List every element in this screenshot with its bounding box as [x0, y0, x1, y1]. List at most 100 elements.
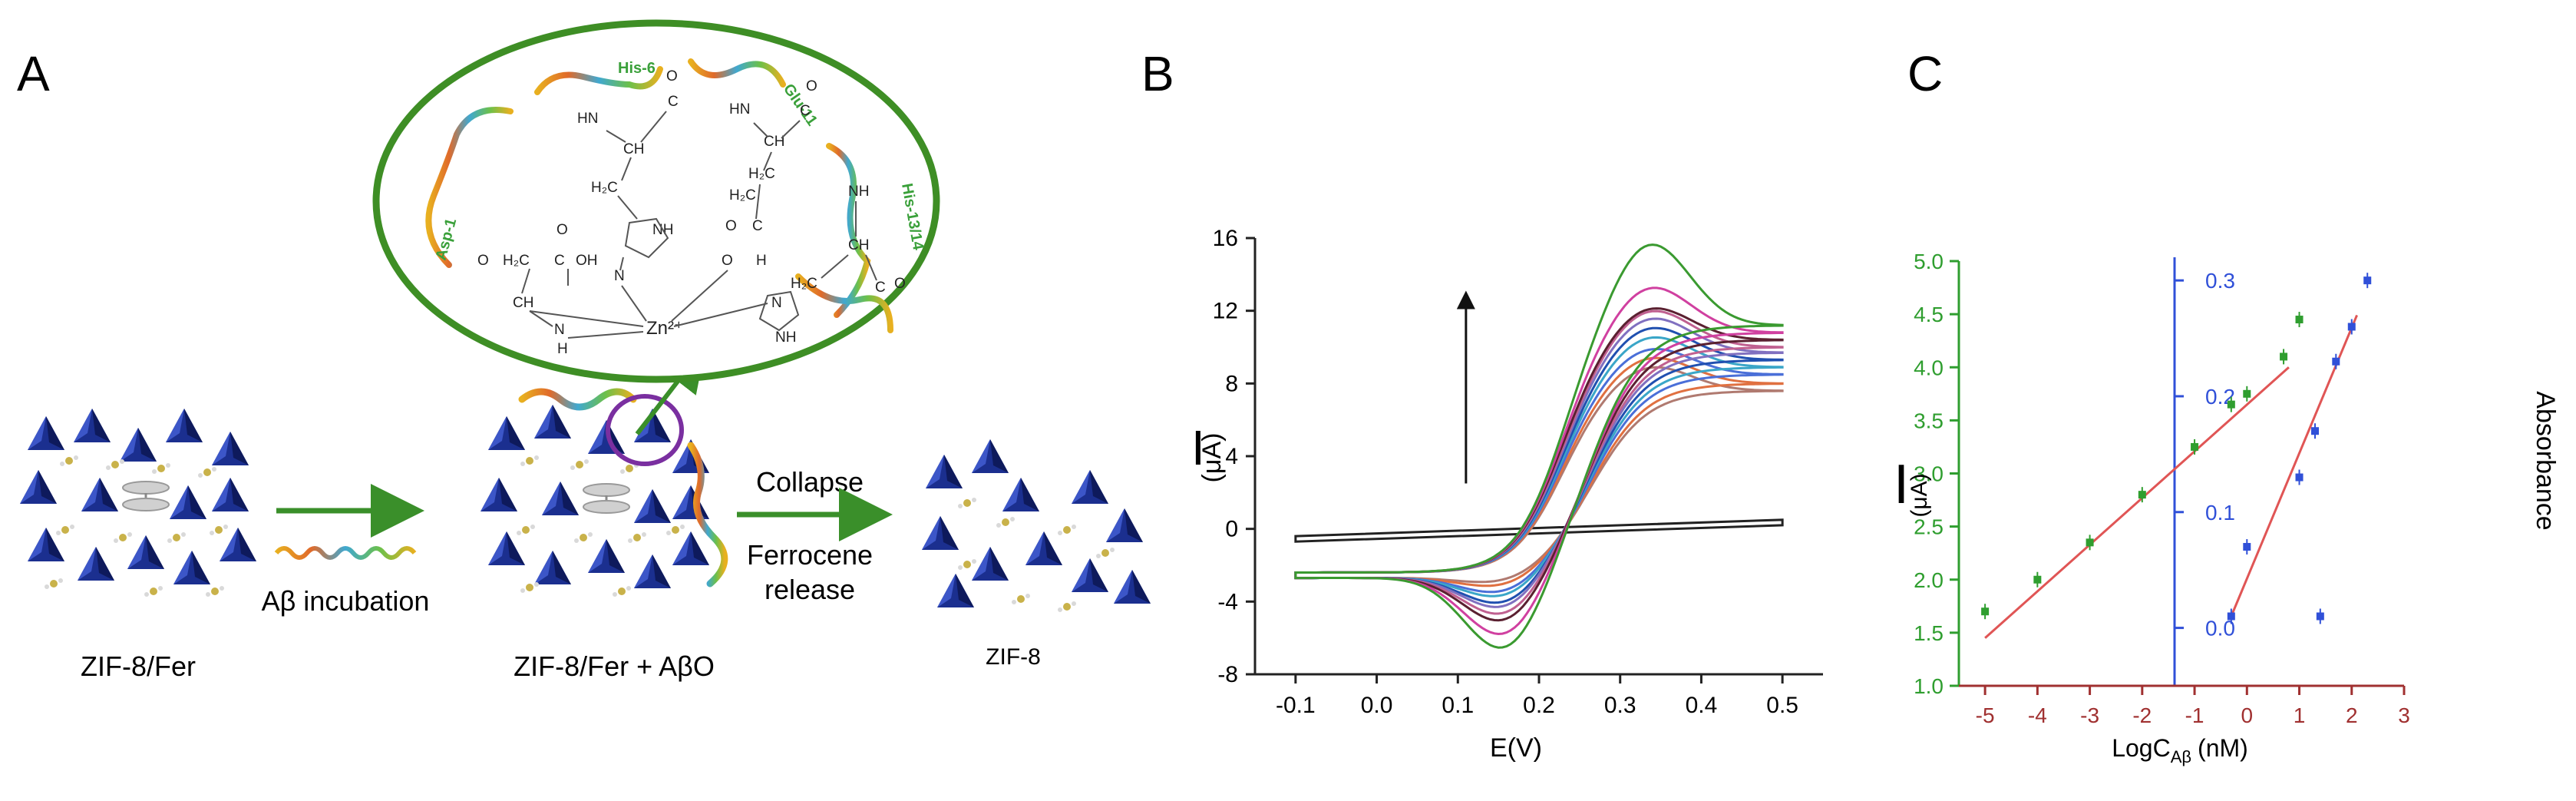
peptide-ribbon-top — [688, 58, 786, 88]
cv-ylabel-unit: (μA) — [1197, 433, 1227, 483]
svg-text:N: N — [554, 322, 565, 338]
svg-text:CH: CH — [764, 134, 784, 150]
panel-a: A ZIF-8/Fer Aβ incubation — [17, 19, 1151, 682]
cal-y-tick-label: 4.0 — [1914, 356, 1944, 379]
cal-point-current — [2280, 353, 2288, 361]
chemical-structure: HN CH C O H₂C NH N HN CH C O H₂C O C H₂C… — [477, 68, 906, 357]
label-zif-fer-abo: ZIF-8/Fer + AβO — [514, 650, 715, 682]
svg-text:C: C — [875, 280, 886, 296]
cv-x-tick-label: 0.4 — [1686, 693, 1718, 718]
cv-y-tick-label: 8 — [1225, 371, 1238, 396]
label-zif-fer: ZIF-8/Fer — [81, 650, 196, 682]
panel-b-letter: B — [1141, 46, 1174, 101]
cal-point-absorbance — [2243, 543, 2251, 551]
svg-text:O: O — [725, 218, 737, 234]
cal-x-tick-label: 2 — [2346, 703, 2358, 727]
peptide-ribbon-right — [826, 143, 871, 318]
cal-fit-current — [1984, 366, 2290, 639]
svg-text:HN: HN — [729, 101, 750, 118]
cv-chart: -8 -4 0 4 8 12 16 -0.1 0.0 0.1 0.2 0.3 0.4 0.5 I (μA… — [1191, 226, 1823, 763]
panel-c: C 1.01.52.02.53.03.54.04.55.0 0.00.10.20… — [1894, 46, 2560, 766]
svg-text:CH: CH — [848, 237, 869, 253]
cal-y2-tick-label: 0.0 — [2205, 617, 2235, 640]
zif-fer-cluster — [20, 409, 256, 597]
bond-lines — [521, 111, 877, 339]
cv-x-tick-label: 0.2 — [1523, 693, 1555, 718]
svg-text:O: O — [477, 253, 489, 269]
panel-b: B -8 -4 0 4 8 12 16 -0.1 0.0 0.1 0.2 0.3 0.4 0.5 I (… — [1141, 46, 1823, 763]
peptide-ribbon-bottom — [795, 273, 893, 333]
zif-fer-abo-cluster — [481, 388, 728, 597]
svg-text:O: O — [894, 276, 906, 292]
cal-x-tick-label: 3 — [2398, 703, 2410, 727]
cal-x-tick-label: 0 — [2241, 703, 2254, 727]
svg-text:N: N — [771, 295, 782, 311]
cv-x-tick-label: -0.1 — [1276, 693, 1316, 718]
cv-y-axis-label: I (μA) — [1191, 420, 1227, 482]
cal-point-current — [1981, 607, 1990, 616]
svg-text:C: C — [752, 218, 763, 234]
label-incubation: Aβ incubation — [262, 585, 430, 617]
cv-x-tick-label: 0.1 — [1442, 693, 1474, 718]
svg-text:HN: HN — [577, 111, 598, 127]
cal-point-current — [2295, 316, 2304, 324]
cv-series-cv-2 — [1294, 356, 1784, 588]
cal-y-tick-label: 3.5 — [1914, 409, 1944, 432]
cal-x-tick-label: -4 — [2028, 703, 2047, 727]
cal-ylabel-unit: (μA) — [1907, 473, 1932, 517]
svg-text:NH: NH — [848, 184, 869, 200]
cal-x-axis-label: LogCAβ (nM) — [2112, 734, 2248, 766]
svg-text:O: O — [556, 222, 568, 238]
cal-y-tick-label: 1.0 — [1914, 674, 1944, 698]
svg-text:N: N — [614, 268, 625, 284]
cal-y-tick-label: 1.5 — [1914, 621, 1944, 645]
cal-y2-axis-label: Absorbance — [2531, 391, 2560, 530]
cal-x-tick-label: -2 — [2132, 703, 2152, 727]
cal-xlabel-sub: Aβ — [2171, 747, 2191, 766]
coordination-zoom: His-6 Glu-11 His-13/14 Asp-1 HN CH C O H… — [372, 19, 940, 383]
svg-text:H: H — [756, 253, 767, 269]
cal-point-absorbance — [2295, 473, 2304, 482]
svg-text:H₂C: H₂C — [791, 276, 817, 292]
cv-ylabel-symbol: I — [1191, 420, 1205, 475]
cv-x-tick-label: 0.0 — [1361, 693, 1393, 718]
label-ferrocene: Ferrocene — [747, 539, 873, 571]
svg-text:O: O — [806, 78, 817, 94]
svg-text:NH: NH — [775, 329, 796, 346]
svg-text:CH: CH — [623, 141, 644, 157]
svg-text:O: O — [666, 68, 678, 84]
svg-text:Zn²⁺: Zn²⁺ — [646, 318, 684, 339]
zoom-ellipse — [372, 19, 940, 383]
cal-y-tick-label: 2.0 — [1914, 568, 1944, 592]
cal-point-current — [2191, 442, 2199, 451]
cal-point-current — [2033, 575, 2042, 584]
cal-point-absorbance — [2347, 323, 2356, 331]
svg-text:C: C — [800, 103, 811, 119]
abeta-wave-icon — [274, 546, 417, 560]
cal-point-current — [2086, 538, 2094, 547]
residue-his6: His-6 — [618, 60, 656, 77]
label-collapse: Collapse — [756, 466, 864, 498]
svg-text:H: H — [557, 341, 568, 357]
cal-point-absorbance — [2227, 612, 2235, 621]
svg-text:C: C — [668, 94, 679, 110]
panel-a-letter: A — [17, 46, 50, 101]
cal-y-tick-label: 3.0 — [1914, 462, 1944, 486]
cv-y-tick-label: -8 — [1217, 662, 1238, 687]
peptide-ribbon-left — [534, 66, 663, 95]
cv-x-tick-label: 0.3 — [1604, 693, 1636, 718]
svg-text:H₂C: H₂C — [748, 166, 775, 182]
cv-y-tick-label: 12 — [1213, 299, 1238, 324]
cv-y-tick-label: 0 — [1225, 517, 1238, 542]
cal-point-absorbance — [2311, 427, 2319, 435]
cal-point-absorbance — [2332, 357, 2340, 366]
cal-x-tick-label: -3 — [2080, 703, 2099, 727]
svg-text:H₂C: H₂C — [591, 180, 618, 196]
cv-y-tick-label: -4 — [1217, 589, 1238, 614]
svg-text:OH: OH — [576, 253, 598, 269]
cal-y2-tick-label: 0.1 — [2205, 501, 2235, 525]
binding-site-highlight — [606, 394, 684, 466]
cal-y2-tick-label: 0.3 — [2205, 269, 2235, 293]
cv-series-blank — [1294, 518, 1784, 543]
